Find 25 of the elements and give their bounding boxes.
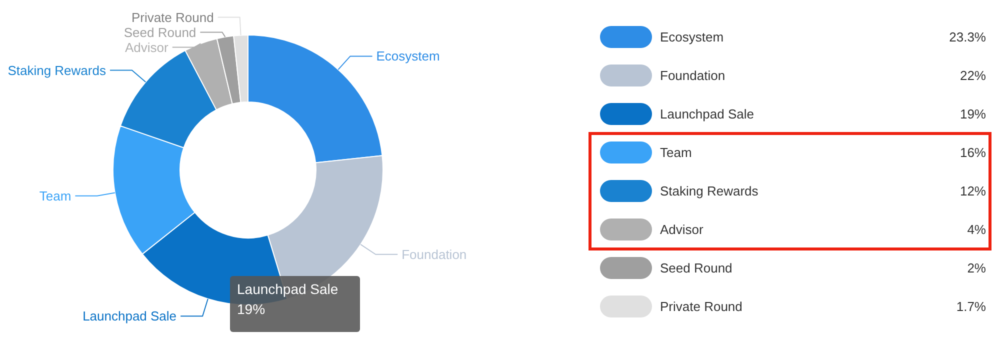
- slice-label: Seed Round: [124, 24, 196, 40]
- data-label: 23.3%: [949, 30, 986, 45]
- legend-label: Advisor: [660, 222, 704, 238]
- data-label: 1.7%: [956, 299, 986, 314]
- slice-label: Ecosystem: [376, 48, 440, 64]
- slice-label: Advisor: [125, 40, 170, 55]
- data-label: 16%: [960, 145, 986, 160]
- legend-label: Ecosystem: [660, 30, 724, 45]
- data-label: 19%: [960, 106, 986, 122]
- data-label: 22%: [960, 68, 986, 84]
- slice-label: Team: [39, 188, 72, 204]
- legend-label: Private Round: [660, 299, 742, 314]
- legend-label: Staking Rewards: [660, 184, 759, 199]
- legend-label: Foundation: [660, 68, 726, 84]
- legend-label: Seed Round: [660, 260, 732, 276]
- legend-label: Launchpad Sale: [660, 106, 754, 122]
- data-label: 4%: [967, 222, 986, 238]
- slice-label: Foundation: [402, 246, 467, 262]
- slice-label: Staking Rewards: [8, 62, 106, 78]
- text: Launchpad Sale 19%: [237, 281, 338, 317]
- slice-label: Launchpad Sale: [82, 308, 177, 324]
- data-label: 2%: [967, 260, 986, 276]
- data-label: 12%: [960, 184, 986, 199]
- legend-label: Team: [660, 145, 692, 160]
- slice-label: Private Round: [131, 10, 214, 25]
